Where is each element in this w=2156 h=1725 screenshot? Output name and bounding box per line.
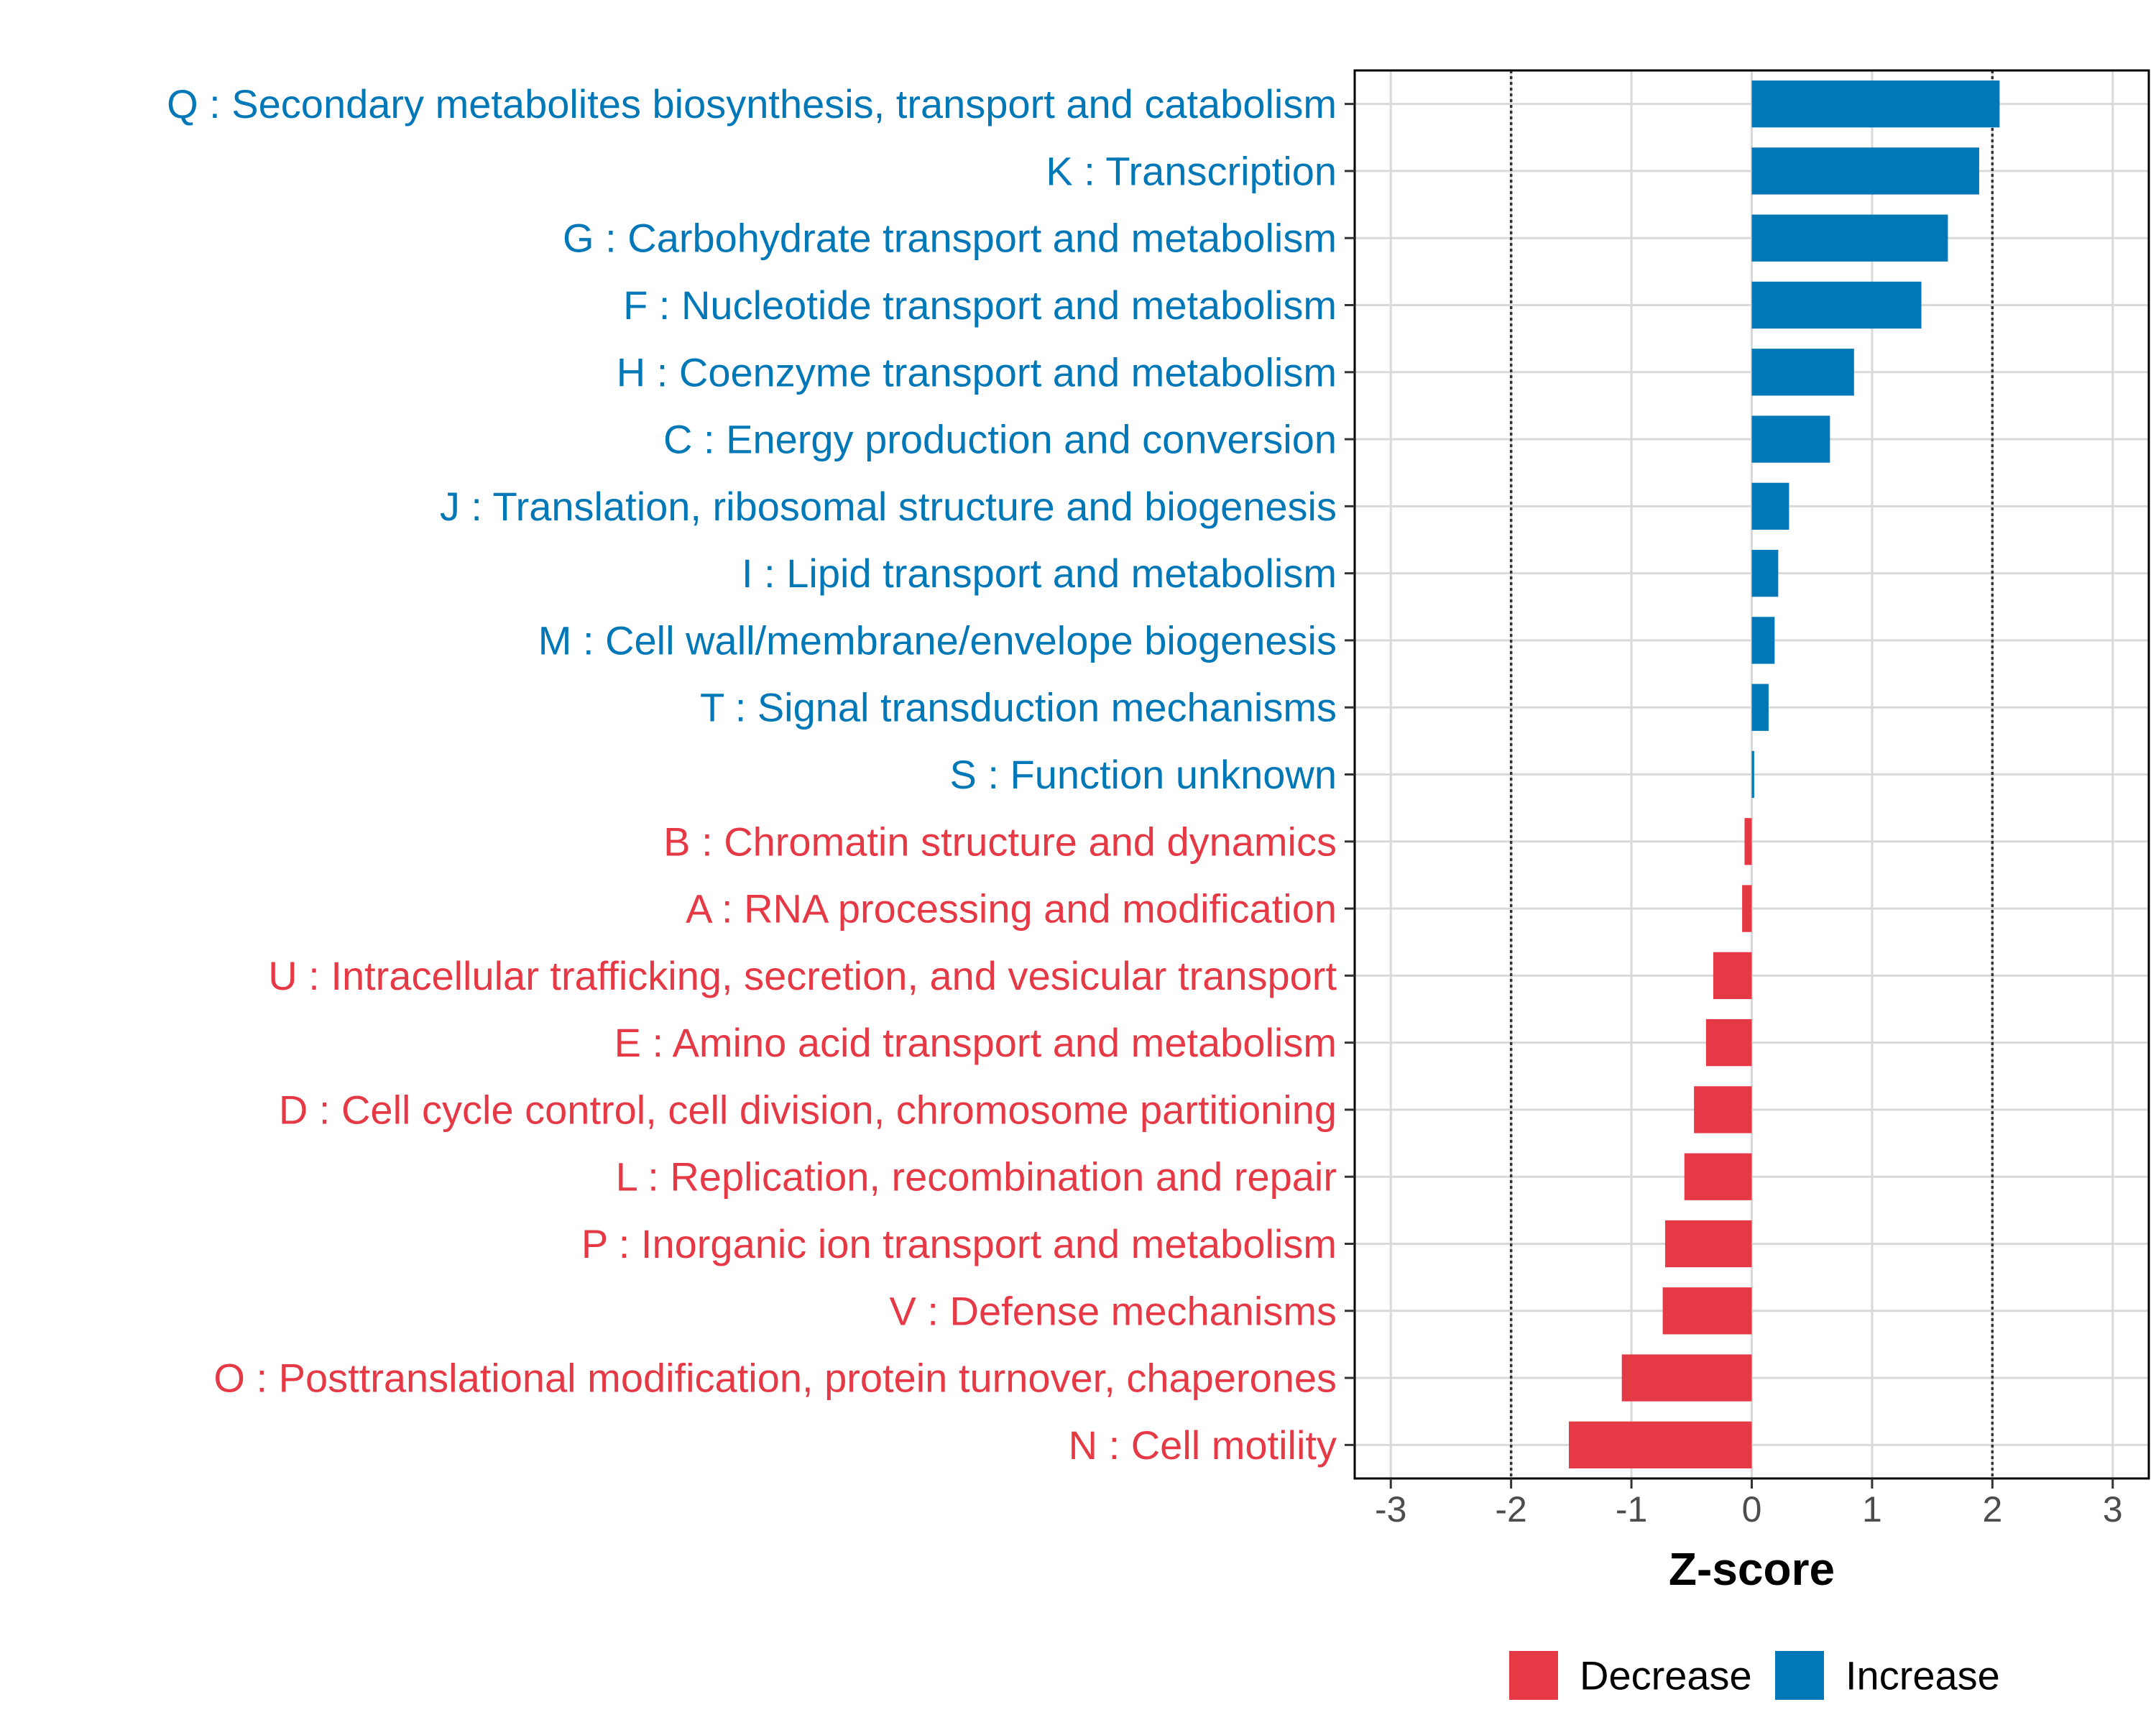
category-label: H : Coenzyme transport and metabolism: [617, 349, 1337, 395]
category-label: Q : Secondary metabolites biosynthesis, …: [167, 81, 1337, 126]
category-label: T : Signal transduction mechanisms: [700, 685, 1337, 730]
bars: [1569, 80, 2000, 1469]
category-label: I : Lipid transport and metabolism: [742, 551, 1337, 596]
bar-increase: [1751, 214, 1948, 262]
legend: Decrease Increase: [1509, 1651, 2000, 1700]
category-label: F : Nucleotide transport and metabolism: [623, 282, 1337, 328]
x-tick-label: 2: [1982, 1489, 2002, 1530]
bar-decrease: [1621, 1354, 1752, 1402]
bar-increase: [1751, 147, 1979, 195]
x-tick-label: -2: [1495, 1489, 1526, 1530]
category-label: K : Transcription: [1046, 148, 1337, 193]
y-axis-ticks: Q : Secondary metabolites biosynthesis, …: [167, 81, 1355, 1468]
category-label: N : Cell motility: [1069, 1422, 1337, 1468]
legend-key-increase: [1775, 1651, 1824, 1700]
bar-decrease: [1705, 1018, 1752, 1067]
category-label: A : RNA processing and modification: [686, 886, 1337, 932]
bar-decrease: [1694, 1086, 1752, 1133]
bar-increase: [1751, 684, 1769, 731]
x-axis-title: Z-score: [1669, 1543, 1835, 1595]
category-label: C : Energy production and conversion: [663, 417, 1337, 462]
category-label: J : Translation, ribosomal structure and…: [440, 484, 1337, 529]
x-tick-label: -1: [1616, 1489, 1647, 1530]
x-tick-label: 0: [1742, 1489, 1762, 1530]
bar-increase: [1751, 349, 1854, 396]
legend-label-decrease: Decrease: [1580, 1653, 1752, 1698]
category-label: P : Inorganic ion transport and metaboli…: [581, 1221, 1337, 1266]
category-label: G : Carbohydrate transport and metabolis…: [563, 216, 1337, 261]
category-label: S : Function unknown: [949, 752, 1337, 797]
legend-label-increase: Increase: [1846, 1653, 2000, 1698]
bar-increase: [1751, 415, 1830, 463]
legend-key-decrease: [1509, 1651, 1558, 1700]
x-axis-ticks: -3 -2 -1 0 1 2 3: [1375, 1478, 2123, 1530]
bar-increase: [1751, 549, 1779, 597]
category-label: E : Amino acid transport and metabolism: [614, 1020, 1337, 1065]
category-label: B : Chromatin structure and dynamics: [663, 819, 1337, 864]
x-tick-label: 3: [2103, 1489, 2123, 1530]
category-label: V : Defense mechanisms: [890, 1288, 1337, 1333]
bar-decrease: [1664, 1220, 1752, 1268]
bar-decrease: [1742, 885, 1752, 932]
reference-lines: [1509, 70, 1994, 1478]
bar-increase: [1751, 482, 1789, 530]
bar-decrease: [1744, 818, 1752, 865]
category-label: O : Posttranslational modification, prot…: [213, 1356, 1337, 1401]
x-tick-label: 1: [1862, 1489, 1882, 1530]
category-label: U : Intracellular trafficking, secretion…: [268, 953, 1337, 998]
bar-decrease: [1684, 1153, 1752, 1200]
category-label: M : Cell wall/membrane/envelope biogenes…: [538, 617, 1337, 663]
x-tick-label: -3: [1375, 1489, 1406, 1530]
bar-increase: [1751, 617, 1775, 664]
bar-increase: [1751, 750, 1754, 799]
category-label: D : Cell cycle control, cell division, c…: [279, 1087, 1337, 1132]
bar-increase: [1751, 281, 1922, 329]
category-label: L : Replication, recombination and repai…: [616, 1154, 1337, 1200]
bar-increase: [1751, 80, 2000, 128]
bar-decrease: [1662, 1287, 1752, 1335]
bar-decrease: [1569, 1421, 1752, 1469]
bar-decrease: [1713, 952, 1752, 1000]
